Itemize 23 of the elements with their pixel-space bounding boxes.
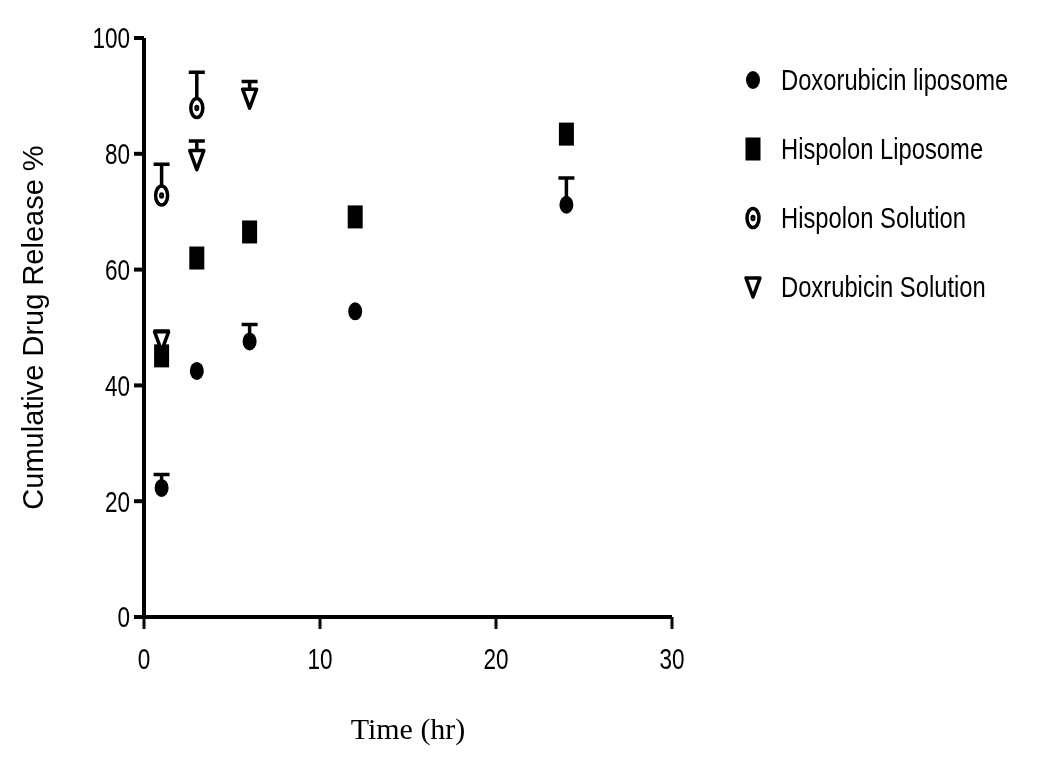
legend-label: Hispolon Solution: [781, 201, 966, 235]
point: [348, 302, 363, 321]
point: [154, 478, 169, 497]
point: [189, 361, 204, 380]
x-tick-label: 10: [307, 641, 333, 676]
x-tick-label: 30: [659, 641, 685, 676]
y-tick-label: 100: [92, 21, 130, 56]
x-axis-title: Time (hr): [350, 712, 466, 746]
legend-label: Doxrubicin Solution: [781, 270, 986, 304]
point: [153, 184, 170, 207]
point: [188, 148, 206, 172]
legend-label: Doxorubicin liposome: [781, 63, 1009, 97]
legend-label: Hispolon Liposome: [781, 132, 984, 166]
y-tick-label: 80: [104, 137, 130, 172]
point: [240, 87, 259, 110]
x-tick-label: 20: [483, 641, 509, 676]
y-tick-label: 20: [104, 484, 130, 519]
y-axis-title: Cumulative Drug Release %: [17, 145, 49, 510]
point: [559, 195, 574, 214]
y-tick-label: 40: [104, 368, 130, 403]
y-tick-label: 0: [117, 600, 130, 635]
point: [242, 332, 257, 351]
y-tick-label: 60: [104, 252, 130, 287]
